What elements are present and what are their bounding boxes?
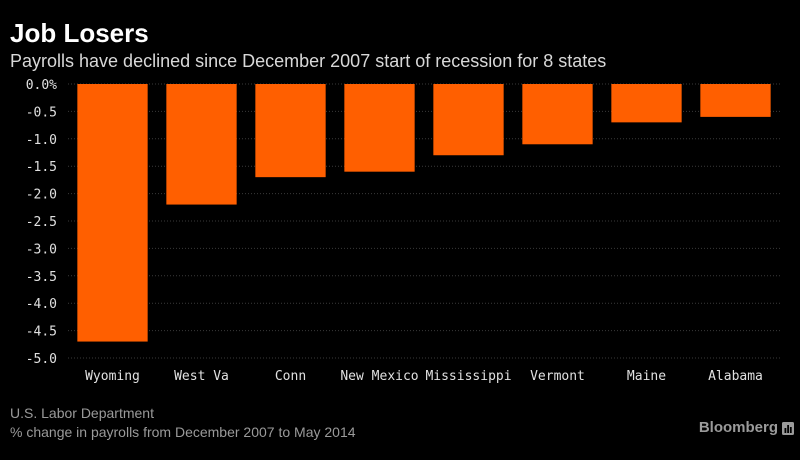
- x-tick-label: Conn: [275, 369, 306, 384]
- y-tick-label: -4.0: [26, 297, 57, 312]
- y-tick-label: 0.0%: [26, 78, 57, 93]
- x-tick-label: New Mexico: [340, 369, 418, 384]
- bar-chart-icon: [782, 422, 794, 435]
- bar: [611, 84, 682, 123]
- x-tick-label: Wyoming: [85, 369, 140, 384]
- y-tick-label: -3.5: [26, 270, 57, 285]
- units-note: % change in payrolls from December 2007 …: [10, 424, 356, 440]
- y-tick-label: -2.5: [26, 215, 57, 230]
- y-tick-label: -3.0: [26, 242, 57, 257]
- y-tick-label: -1.0: [26, 133, 57, 148]
- bar: [433, 84, 504, 156]
- y-tick-label: -2.0: [26, 188, 57, 203]
- chart-subtitle: Payrolls have declined since December 20…: [10, 51, 607, 71]
- bar: [255, 84, 326, 178]
- bar: [700, 84, 771, 117]
- y-tick-label: -5.0: [26, 352, 57, 367]
- y-tick-label: -1.5: [26, 160, 57, 175]
- x-tick-label: Vermont: [530, 369, 585, 384]
- brand-logo: Bloomberg: [698, 419, 778, 436]
- bar-chart: 0.0% -0.5 -1.0 -1.5 -2.0 -2.5 -3.0 -3.5 -4.0 -4.5…: [26, 78, 780, 384]
- bar: [166, 84, 237, 205]
- bar: [344, 84, 415, 172]
- chart-title: Job Losers: [10, 18, 149, 48]
- x-tick-label: Maine: [627, 369, 666, 384]
- x-tick-label: Alabama: [708, 369, 763, 384]
- x-tick-label: Mississippi: [425, 369, 511, 384]
- bar: [522, 84, 593, 145]
- x-tick-label: West Va: [174, 369, 229, 384]
- source-note: U.S. Labor Department: [10, 405, 154, 421]
- bar: [77, 84, 148, 342]
- y-tick-label: -0.5: [26, 105, 57, 120]
- y-tick-label: -4.5: [26, 325, 57, 340]
